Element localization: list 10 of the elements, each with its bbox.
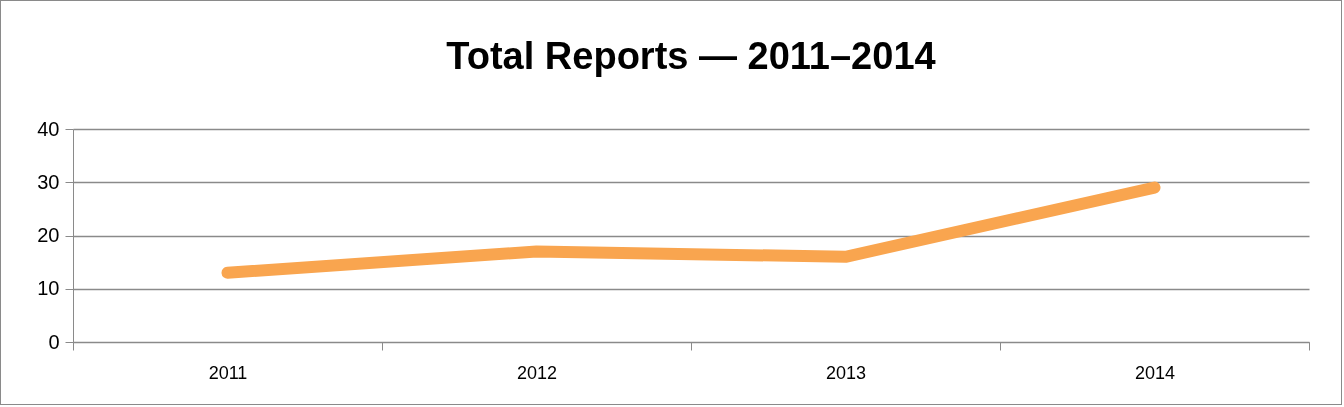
y-tick-label: 30 — [37, 170, 60, 193]
x-tick-label: 2014 — [1134, 362, 1176, 383]
chart-title: Total Reports — 2011–2014 — [446, 35, 936, 77]
x-tick-label: 2011 — [208, 362, 248, 383]
y-tick-label: 0 — [48, 330, 60, 353]
x-tick-label: 2013 — [825, 362, 867, 383]
y-tick-label: 10 — [37, 277, 60, 300]
y-tick-label: 20 — [37, 224, 60, 246]
x-tick-label: 2012 — [516, 362, 558, 383]
y-tick-label: 40 — [37, 117, 60, 140]
